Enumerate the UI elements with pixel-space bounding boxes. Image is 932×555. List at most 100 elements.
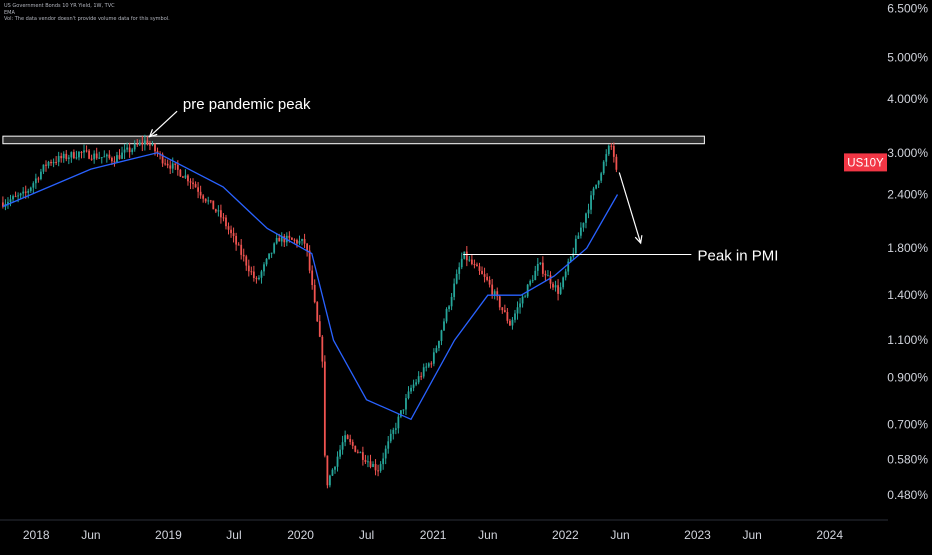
- candle-body: [488, 279, 491, 285]
- annotation-peak-in-pmi: Peak in PMI: [698, 248, 779, 265]
- candle-body: [595, 184, 598, 189]
- candle-body: [50, 161, 52, 164]
- candle-body: [273, 243, 276, 253]
- resistance-band[interactable]: [2, 135, 705, 145]
- candle-body: [75, 157, 78, 159]
- candle-body: [123, 149, 126, 153]
- y-tick-label: 3.000%: [887, 146, 928, 160]
- candle-body: [498, 296, 501, 308]
- candle-body: [506, 312, 509, 321]
- candle-body: [344, 435, 347, 443]
- candle-body: [379, 464, 382, 471]
- candle-body: [465, 251, 468, 261]
- candle-body: [361, 452, 364, 460]
- candle-body: [22, 191, 25, 194]
- candle-body: [245, 256, 248, 266]
- x-tick-label: 2023: [684, 528, 711, 542]
- candle-body: [496, 291, 499, 297]
- candle-body: [326, 455, 329, 486]
- candle-body: [95, 153, 98, 159]
- candle-body: [298, 240, 301, 244]
- candle-body: [318, 321, 321, 337]
- candle-body: [597, 180, 600, 185]
- candle-body: [308, 250, 311, 271]
- candle-body: [547, 275, 549, 277]
- candle-body: [187, 175, 189, 182]
- candle-body: [290, 237, 293, 240]
- candle-body: [407, 391, 410, 399]
- candle-body: [194, 184, 197, 188]
- candle-body: [209, 200, 212, 202]
- candle-body: [128, 147, 131, 153]
- candle-body: [354, 445, 357, 452]
- candle-body: [400, 410, 402, 417]
- candle-body: [24, 191, 27, 193]
- candle-body: [531, 280, 534, 282]
- candle-body: [453, 283, 456, 297]
- candle-body: [301, 239, 303, 241]
- candle-body: [440, 330, 443, 341]
- candle-body: [268, 253, 270, 259]
- candle-body: [57, 156, 60, 163]
- y-tick-label: 1.400%: [887, 288, 928, 302]
- candle-body: [539, 262, 542, 264]
- candle-body: [230, 229, 232, 234]
- y-tick-label: 6.500%: [887, 1, 928, 15]
- candle-body: [62, 153, 65, 159]
- candle-body: [387, 441, 390, 449]
- candle-body: [212, 200, 215, 210]
- candle-body: [88, 150, 90, 159]
- candle-body: [306, 243, 309, 251]
- annotation-arrow-pre-pandemic[interactable]: [149, 110, 178, 138]
- candle-body: [278, 237, 281, 242]
- candle-body: [372, 464, 374, 467]
- legend-symbol-line: US Government Bonds 10 YR Yield, 1W, TVC: [4, 3, 115, 9]
- candle-body: [42, 164, 45, 172]
- annotation-arrow-forecast[interactable]: [618, 172, 642, 244]
- candle-body: [557, 285, 559, 294]
- candle-body: [435, 348, 438, 353]
- candle-body: [240, 244, 243, 255]
- candle-body: [247, 265, 250, 272]
- candle-body: [181, 176, 184, 178]
- candle-body: [103, 156, 106, 158]
- candle-body: [473, 264, 476, 266]
- candle-body: [582, 222, 585, 228]
- candle-body: [263, 264, 265, 272]
- legend-volume-note: Vol: The data vendor doesn't provide vol…: [4, 16, 170, 23]
- candle-body: [587, 209, 590, 214]
- candle-body: [260, 271, 263, 278]
- candle-body: [470, 259, 473, 265]
- candle-body: [356, 451, 359, 453]
- candle-body: [161, 154, 164, 164]
- x-tick-label: 2019: [155, 528, 182, 542]
- candle-body: [377, 470, 379, 472]
- candle-body: [171, 163, 174, 169]
- candle-body: [420, 376, 423, 378]
- candle-body: [389, 433, 392, 442]
- candle-body: [174, 163, 177, 165]
- candle-body: [562, 277, 565, 288]
- y-tick-label: 0.480%: [887, 488, 928, 502]
- candle-body: [397, 416, 400, 429]
- legend-indicator: EMA: [4, 9, 15, 16]
- candle-body: [450, 296, 453, 307]
- candle-body: [146, 140, 149, 145]
- candle-body: [331, 469, 334, 476]
- candle-body: [503, 310, 506, 313]
- candle-body: [184, 175, 187, 178]
- candle-body: [65, 153, 68, 159]
- candle-body: [610, 145, 613, 147]
- candle-body: [382, 458, 385, 465]
- candle-body: [351, 441, 354, 446]
- candle-body: [169, 165, 172, 169]
- candle-body: [232, 233, 235, 237]
- candle-body: [138, 142, 141, 145]
- candle-body: [359, 452, 362, 454]
- y-tick-label: 5.000%: [887, 50, 928, 64]
- candle-body: [40, 171, 42, 180]
- candle-body: [554, 285, 557, 288]
- candle-body: [108, 154, 111, 158]
